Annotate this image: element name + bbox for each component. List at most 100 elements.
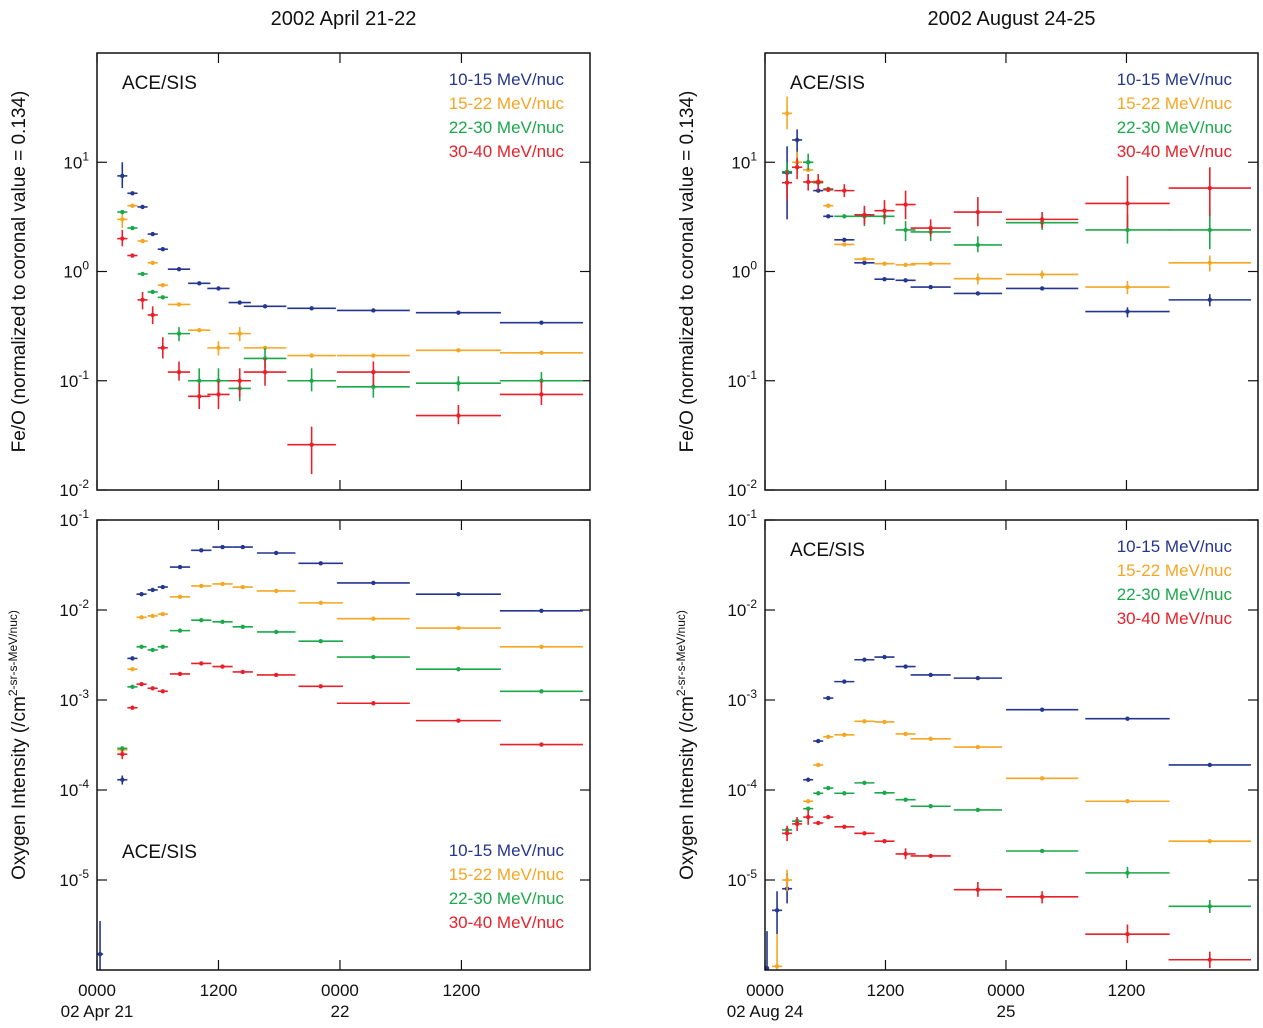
data-point (1125, 716, 1130, 721)
data-point (120, 173, 125, 179)
y-tick-label: 10-2 (59, 597, 89, 620)
data-point (240, 544, 245, 550)
data-point (199, 548, 204, 553)
data-point (371, 701, 376, 706)
data-point (784, 180, 790, 185)
data-point (160, 689, 166, 694)
data-point (1207, 227, 1213, 233)
data-point (371, 580, 376, 586)
data-point (1207, 762, 1213, 768)
data-point (928, 853, 933, 859)
y-tick-label: 10-1 (727, 368, 757, 391)
data-point (903, 797, 908, 802)
y-tick-label: 10-5 (59, 867, 89, 890)
data-point (216, 345, 221, 351)
data-point (842, 679, 847, 684)
data-point (1125, 870, 1130, 876)
x-date-label: 02 Aug 24 (727, 1002, 804, 1021)
data-point (150, 647, 155, 653)
data-point (176, 331, 182, 336)
data-point (1039, 848, 1045, 854)
data-point (805, 777, 811, 782)
data-point (928, 672, 933, 678)
legend-entry: 22-30 MeV/nuc (449, 118, 565, 137)
legend-entry: 15-22 MeV/nuc (449, 94, 565, 113)
legend-entry: 30-40 MeV/nuc (449, 913, 565, 932)
data-point (882, 277, 887, 282)
data-point (862, 212, 867, 218)
data-point (456, 666, 461, 672)
data-point (273, 550, 279, 556)
data-point (456, 591, 461, 597)
data-point (240, 624, 245, 630)
data-point (456, 310, 461, 315)
x-tick-label: 0000 (987, 981, 1025, 1000)
data-point (139, 681, 144, 687)
data-point (371, 654, 376, 660)
data-point (975, 807, 981, 813)
data-point (903, 278, 908, 283)
data-point (150, 686, 155, 691)
data-point (160, 282, 166, 288)
data-point (975, 887, 981, 892)
data-point (140, 204, 145, 210)
data-point (150, 289, 155, 295)
data-point (928, 284, 933, 290)
legend-entry: 22-30 MeV/nuc (449, 889, 565, 908)
y-tick-label: 10-4 (727, 777, 757, 800)
data-point (1039, 272, 1045, 277)
data-point (120, 751, 125, 757)
x-tick-label: 0000 (78, 981, 116, 1000)
data-point (1207, 904, 1213, 909)
y-tick-label: 100 (63, 259, 89, 282)
y-axis-label: Fe/O (normalized to coronal value = 0.13… (677, 91, 698, 453)
y-tick-label: 100 (731, 259, 757, 282)
data-point (139, 644, 144, 650)
data-point (237, 378, 242, 383)
data-point (318, 561, 323, 566)
plot-frame (96, 519, 591, 971)
data-point (816, 179, 821, 185)
data-point (199, 661, 204, 666)
panel: Oxygen Intensity (/cm2-sr-s-MeV/nuc) 10-5… (674, 507, 1259, 1021)
data-point (273, 672, 279, 678)
data-point (150, 613, 155, 619)
data-point (176, 369, 182, 375)
data-point (130, 666, 135, 672)
data-point (220, 581, 225, 587)
data-point (371, 353, 376, 358)
data-point (456, 348, 461, 353)
data-point (975, 675, 981, 681)
data-point (120, 746, 125, 751)
legend-entry: 30-40 MeV/nuc (1117, 609, 1233, 628)
y-tick-label: 10-2 (727, 597, 757, 620)
x-tick-label: 0000 (746, 981, 784, 1000)
data-point (130, 684, 135, 690)
data-point (539, 608, 544, 613)
x-tick-label: 1200 (443, 981, 481, 1000)
data-point (805, 179, 811, 185)
data-point (1125, 201, 1130, 206)
y-tick-label: 10-1 (59, 507, 89, 530)
data-point (150, 587, 155, 593)
data-point (826, 734, 831, 740)
data-point (177, 628, 183, 633)
data-point (862, 780, 867, 786)
data-point (1039, 776, 1045, 781)
data-point (816, 738, 821, 744)
plot-frame (764, 52, 1259, 491)
data-point (816, 791, 821, 796)
data-point (842, 214, 847, 219)
data-point (975, 744, 981, 750)
data-point (371, 616, 376, 621)
panel: 2002 August 24-25 Fe/O (normalized to cor… (677, 8, 1259, 500)
data-point (318, 639, 323, 644)
data-point (273, 588, 279, 594)
x-tick-label: 1200 (200, 981, 238, 1000)
data-point (160, 345, 166, 351)
data-point (842, 242, 847, 247)
legend-entry: 30-40 MeV/nuc (449, 142, 565, 161)
data-point (1039, 894, 1045, 900)
data-point (160, 584, 166, 590)
